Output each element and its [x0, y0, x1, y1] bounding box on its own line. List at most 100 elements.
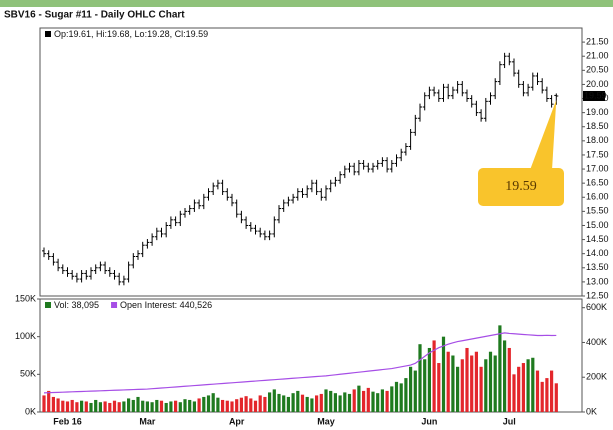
volume-bar — [441, 336, 446, 412]
volume-bar — [343, 392, 347, 412]
volume-bar — [155, 399, 159, 412]
volume-bar — [286, 396, 290, 412]
volume-bar — [164, 402, 168, 412]
volume-bar — [127, 398, 131, 412]
volume-bar — [404, 378, 408, 412]
volume-bar — [188, 399, 192, 412]
callout-box — [478, 168, 564, 206]
volume-bar — [253, 400, 258, 412]
open-interest-line — [43, 332, 557, 394]
volume-bar — [277, 393, 281, 412]
y-tick-label: 20.50 — [586, 65, 609, 75]
volume-bar — [103, 401, 107, 412]
volume-bar — [258, 395, 262, 412]
volume-bar — [531, 357, 535, 412]
volume-bar — [136, 396, 140, 412]
volume-bar — [451, 355, 455, 412]
volume-bar — [446, 351, 450, 412]
x-tick-label: Jul — [503, 416, 516, 426]
volume-bar — [324, 389, 328, 412]
volume-bar — [503, 340, 507, 412]
volume-bar — [141, 400, 145, 412]
volume-bar — [150, 402, 154, 412]
y-tick-label: 21.00 — [586, 51, 609, 61]
volume-bar — [366, 387, 370, 412]
volume-bar — [202, 396, 206, 412]
volume-bar — [51, 396, 55, 412]
volume-bar — [145, 401, 149, 412]
volume-bar — [221, 399, 225, 412]
volume-bar — [507, 347, 511, 412]
volume-bar — [159, 400, 164, 412]
volume-bar — [117, 402, 121, 412]
volume-bar — [263, 396, 267, 412]
volume-bar — [545, 378, 549, 412]
volume-bar — [371, 391, 375, 412]
volume-bar — [517, 366, 521, 412]
volume-bar — [460, 359, 464, 412]
volume-bar — [376, 393, 380, 412]
volume-bar — [535, 370, 540, 412]
y2-tick-label: 600K — [586, 302, 607, 312]
volume-bar — [540, 381, 544, 412]
volume-bar — [244, 396, 248, 412]
volume-bar — [80, 400, 84, 412]
volume-bar — [310, 398, 314, 412]
y-tick-label: 15.50 — [586, 206, 609, 216]
legend-swatch — [111, 302, 118, 308]
volume-bar — [512, 374, 516, 412]
volume-bar — [305, 396, 309, 412]
chart-title: SBV16 - Sugar #11 - Daily OHLC Chart — [4, 10, 185, 21]
y-tick-label: 18.50 — [586, 121, 609, 131]
price-panel — [39, 27, 583, 297]
volume-bar — [554, 383, 558, 412]
y-tick-label: 18.00 — [586, 135, 609, 145]
volume-bar — [216, 397, 220, 412]
volume-bar — [333, 393, 337, 412]
y-tick-label: 14.50 — [586, 234, 609, 244]
volume-bar — [230, 401, 234, 412]
volume-bar — [47, 390, 51, 412]
legend-swatch — [45, 31, 51, 37]
volume-bar — [192, 401, 196, 412]
legend-label: Vol: 38,095 — [54, 300, 99, 310]
y-tick-label: 0K — [25, 406, 36, 416]
last-price-tag — [583, 90, 605, 101]
volume-bar — [423, 359, 427, 412]
legend-label: Open Interest: 440,526 — [120, 300, 212, 310]
volume-bar — [493, 355, 497, 412]
volume-bar — [329, 390, 333, 412]
volume-bar — [362, 390, 366, 412]
volume-bar — [347, 393, 352, 412]
volume-bar — [122, 401, 126, 412]
x-tick-label: Feb 16 — [53, 416, 82, 426]
y-tick-label: 21.50 — [586, 36, 609, 46]
y2-tick-label: 200K — [586, 372, 607, 382]
volume-bar — [296, 390, 300, 412]
volume-bar — [526, 359, 530, 412]
volume-bar — [197, 398, 201, 412]
volume-bar — [465, 347, 469, 412]
volume-bar — [239, 397, 243, 412]
y-tick-label: 150K — [15, 293, 36, 303]
volume-bar — [484, 359, 488, 412]
volume-bar — [75, 402, 79, 412]
volume-bar — [315, 395, 319, 412]
volume-bar — [225, 400, 229, 412]
x-tick-label: May — [317, 416, 335, 426]
volume-bar — [206, 395, 211, 412]
y2-tick-label: 0K — [586, 406, 597, 416]
volume-bar — [112, 400, 117, 412]
volume-bar — [409, 366, 413, 412]
volume-bar — [319, 393, 323, 412]
volume-bar — [174, 400, 178, 412]
volume-bar — [65, 401, 70, 412]
volume-bar — [521, 363, 525, 412]
y-tick-label: 13.50 — [586, 262, 609, 272]
last-price-label: 19.59 — [584, 90, 607, 100]
volume-bar — [385, 390, 389, 412]
volume-bar — [352, 389, 356, 412]
callout-pointer — [530, 99, 557, 170]
volume-bar — [61, 400, 65, 412]
volume-bar — [178, 402, 182, 412]
